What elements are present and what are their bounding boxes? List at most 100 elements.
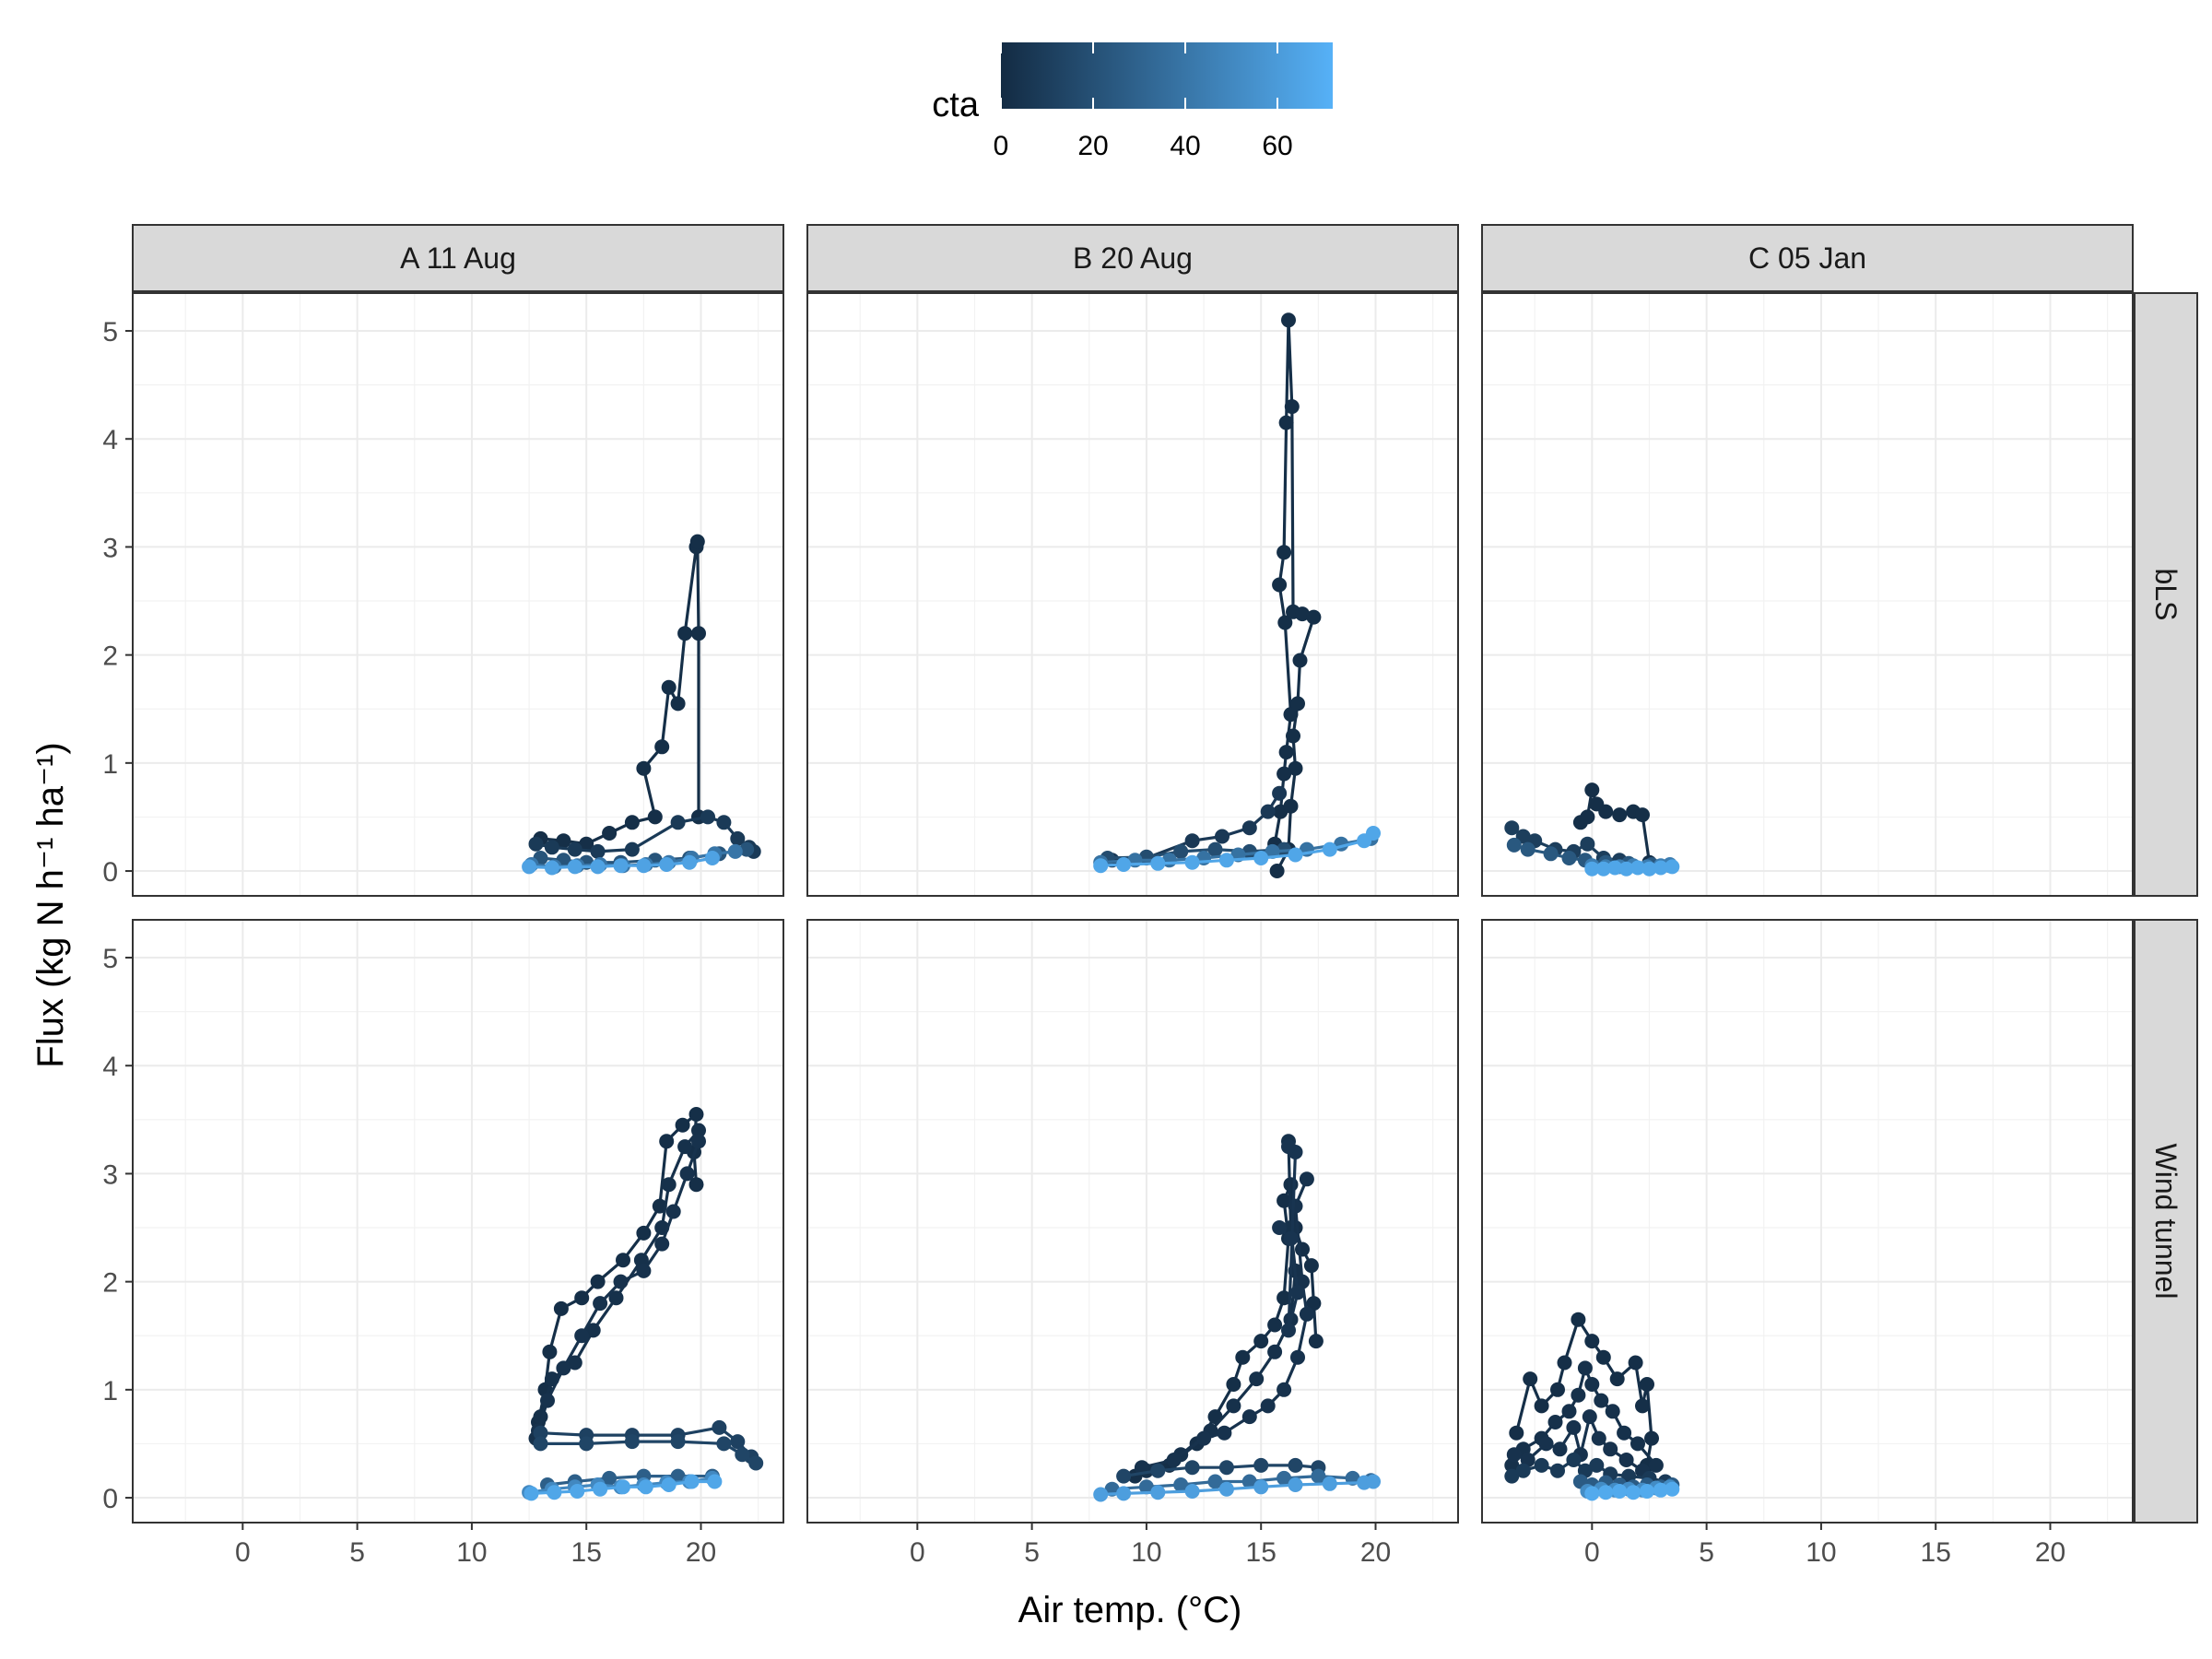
data-point [1116, 857, 1132, 872]
data-point [1580, 809, 1595, 825]
facet-strip-bg [1481, 224, 2134, 292]
y-tick-label: 5 [102, 317, 118, 347]
data-point [1322, 1476, 1337, 1491]
data-point [1215, 829, 1230, 844]
data-point [556, 1360, 571, 1376]
data-point [679, 1166, 695, 1182]
data-point [1504, 820, 1520, 836]
data-point [1618, 861, 1634, 877]
data-point [1308, 1334, 1324, 1349]
y-tick-label: 0 [102, 857, 118, 888]
data-point [707, 1474, 723, 1489]
data-point [1284, 399, 1300, 415]
data-point [1267, 1344, 1283, 1359]
x-tick-label: 20 [1360, 1537, 1391, 1568]
legend: cta 0 20 40 60 [932, 42, 1333, 161]
data-point [540, 1393, 555, 1408]
data-point [1552, 1441, 1568, 1457]
data-point [1538, 1436, 1554, 1452]
x-tick-label: 0 [235, 1537, 251, 1568]
series-line [1100, 831, 1375, 867]
data-point [1618, 1453, 1634, 1467]
data-point [574, 1290, 590, 1306]
data-point [590, 859, 606, 875]
data-point [1571, 1312, 1586, 1327]
x-tick-label: 5 [1699, 1537, 1714, 1568]
data-point [691, 1123, 706, 1138]
facet-panel: 0 5 10 15 20 [1481, 919, 2134, 1568]
data-point [602, 826, 618, 841]
panel-border [806, 292, 1459, 897]
data-point [1283, 1220, 1299, 1235]
data-point [1253, 851, 1269, 865]
data-point [1150, 1463, 1166, 1478]
data-point [1295, 1241, 1310, 1257]
data-point [735, 1447, 750, 1463]
data-point [636, 760, 652, 776]
data-point [1116, 1468, 1132, 1484]
data-point [1150, 855, 1166, 871]
data-point [1648, 1457, 1664, 1473]
facet-strip-bg [132, 224, 784, 292]
data-point [1504, 1468, 1520, 1484]
data-point [727, 843, 743, 859]
data-point [1628, 1355, 1643, 1371]
data-point [684, 1474, 700, 1489]
data-point [624, 815, 640, 830]
data-point [574, 1328, 590, 1344]
data-point [567, 1355, 582, 1371]
data-point [1534, 1457, 1549, 1473]
data-point [1281, 1323, 1296, 1338]
facet-strip-col: C 05 Jan [1481, 224, 2134, 292]
data-point [590, 843, 606, 859]
data-point [528, 836, 544, 852]
data-point [1299, 1171, 1314, 1187]
x-tick-label: 10 [1806, 1537, 1836, 1568]
data-point [1547, 1415, 1563, 1430]
data-point [1217, 1425, 1232, 1441]
data-point [748, 1455, 764, 1471]
data-point [1277, 545, 1292, 560]
data-point [1635, 807, 1650, 823]
data-point [1134, 1460, 1149, 1476]
data-point [1288, 1457, 1303, 1473]
data-point [1272, 785, 1288, 801]
data-point [730, 1434, 746, 1450]
data-point [1584, 782, 1600, 798]
data-point [654, 739, 670, 755]
data-point [1196, 1430, 1212, 1446]
data-point [1207, 841, 1223, 857]
data-point [579, 1436, 594, 1452]
data-point [1150, 1485, 1166, 1500]
x-tick-label: 15 [1246, 1537, 1277, 1568]
y-tick-label: 3 [102, 533, 118, 563]
x-axis-title: Air temp. (°C) [1018, 1590, 1242, 1630]
x-tick-label: 15 [1921, 1537, 1951, 1568]
data-point [1093, 1487, 1109, 1502]
data-point [682, 854, 698, 870]
panel-background [133, 920, 783, 1523]
facet-panel: 0 5 10 15 20 [806, 919, 1459, 1568]
x-tick-label: 15 [571, 1537, 602, 1568]
data-point [636, 1225, 652, 1241]
data-point [1272, 1220, 1288, 1235]
data-point [556, 833, 571, 849]
data-point [1290, 1285, 1305, 1300]
data-point [691, 626, 706, 641]
data-point [691, 1134, 706, 1149]
data-point [661, 1477, 677, 1492]
data-point [1665, 859, 1680, 875]
data-point [1640, 1377, 1654, 1392]
data-point [661, 1177, 677, 1193]
facet-strip-row: Wind tunnel [2134, 919, 2198, 1524]
data-point [1523, 1371, 1538, 1387]
data-point [1277, 766, 1292, 782]
data-point [608, 1290, 624, 1306]
data-point [689, 534, 705, 549]
facet-strip-label: A 11 Aug [400, 241, 516, 275]
data-point [533, 1436, 548, 1452]
data-point [1281, 312, 1296, 328]
panel-background [1482, 920, 2133, 1523]
data-point [544, 860, 559, 876]
